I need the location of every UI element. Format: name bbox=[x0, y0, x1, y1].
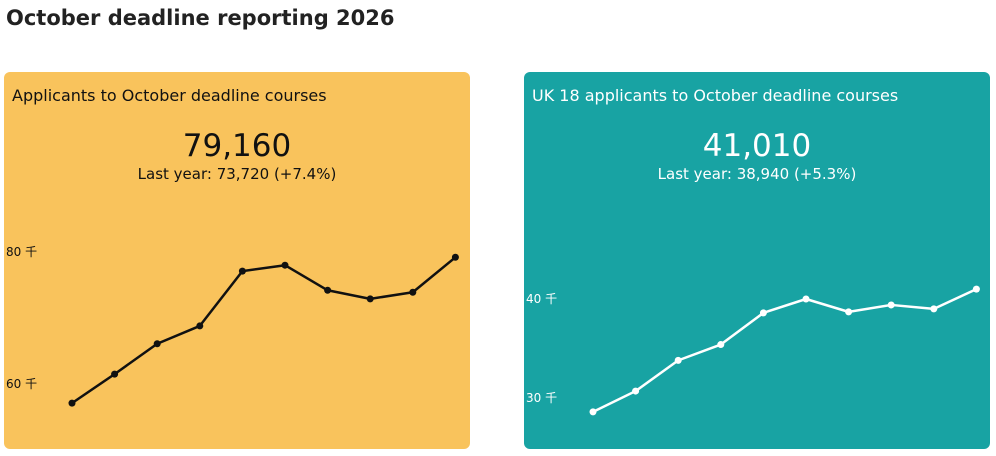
data-point[interactable] bbox=[366, 295, 374, 303]
last-year-comparison: Last year: 73,720 (+7.4%) bbox=[137, 165, 337, 183]
data-point[interactable] bbox=[972, 285, 980, 293]
series-line bbox=[71, 256, 457, 405]
data-point[interactable] bbox=[674, 356, 682, 364]
data-point[interactable] bbox=[68, 399, 76, 407]
data-point[interactable] bbox=[111, 370, 119, 378]
card-title: UK 18 applicants to October deadline cou… bbox=[532, 86, 899, 105]
uk18-line-chart: 30 千 40 千 bbox=[526, 285, 980, 416]
data-point[interactable] bbox=[196, 322, 204, 330]
last-year-comparison: Last year: 38,940 (+5.3%) bbox=[657, 165, 857, 183]
series-line bbox=[592, 287, 977, 413]
data-point[interactable] bbox=[589, 408, 597, 416]
card-title: Applicants to October deadline courses bbox=[12, 86, 327, 105]
data-point[interactable] bbox=[324, 286, 332, 294]
data-point[interactable] bbox=[451, 253, 459, 261]
y-tick-label: 40 千 bbox=[526, 292, 557, 306]
data-point[interactable] bbox=[887, 301, 895, 309]
data-point[interactable] bbox=[238, 267, 246, 275]
y-tick-label: 60 千 bbox=[6, 377, 37, 391]
headline-value: 41,010 bbox=[702, 128, 812, 164]
data-point[interactable] bbox=[153, 340, 161, 348]
y-tick-label: 30 千 bbox=[526, 391, 557, 405]
data-point[interactable] bbox=[845, 308, 853, 316]
uk18-applicants-card: UK 18 applicants to October deadline cou… bbox=[524, 72, 990, 449]
headline-value: 79,160 bbox=[182, 128, 292, 164]
y-tick-label: 80 千 bbox=[6, 245, 37, 259]
data-point[interactable] bbox=[759, 309, 767, 317]
page-title: October deadline reporting 2026 bbox=[6, 6, 395, 30]
data-point[interactable] bbox=[717, 341, 725, 349]
data-point[interactable] bbox=[281, 261, 289, 269]
data-point[interactable] bbox=[930, 305, 938, 313]
data-point[interactable] bbox=[409, 288, 417, 296]
applicants-card: Applicants to October deadline courses 7… bbox=[4, 72, 470, 449]
data-point[interactable] bbox=[802, 295, 810, 303]
data-point[interactable] bbox=[632, 387, 640, 395]
applicants-line-chart: 60 千 80 千 bbox=[6, 245, 459, 407]
